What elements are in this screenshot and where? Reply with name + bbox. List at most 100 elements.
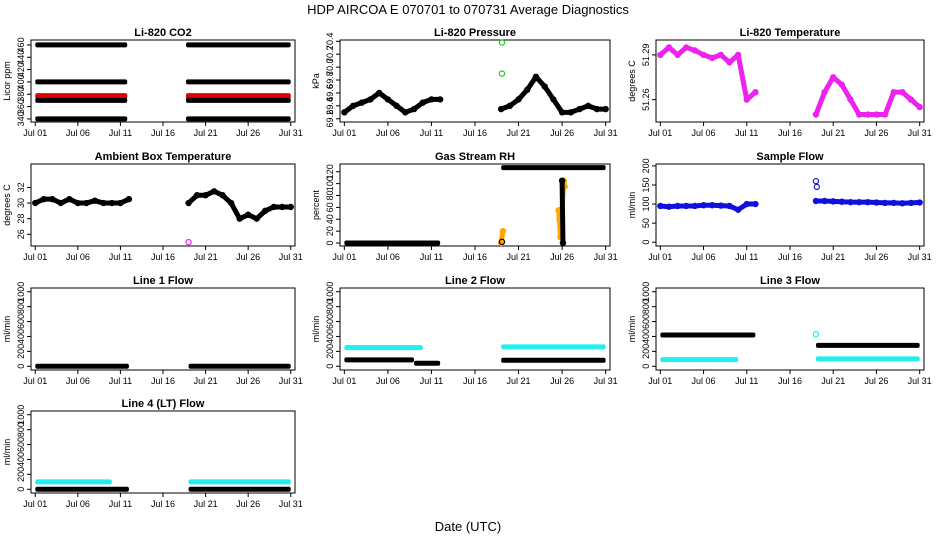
series-line-1b: [188, 363, 291, 369]
data-point: [550, 96, 557, 103]
y-tick-label: 340: [16, 111, 26, 126]
series-ambient: [32, 188, 294, 222]
series-line-1: [35, 363, 129, 369]
panel-title: Li-820 Temperature: [740, 27, 841, 39]
y-tick-label: 26: [16, 229, 26, 239]
series-line-4-black: [35, 486, 129, 492]
data-band: [815, 342, 920, 348]
y-tick-label: 200: [641, 344, 651, 359]
series-spikes: [497, 177, 568, 247]
data-point: [812, 177, 820, 185]
x-tick-label: Jul 21: [507, 376, 531, 386]
y-tick-label: 0: [325, 241, 335, 246]
panel-ylabel: degrees C: [627, 60, 637, 102]
data-band: [188, 486, 291, 492]
y-tick-label: 400: [16, 74, 26, 89]
x-tick-label: Jul 06: [66, 499, 90, 509]
y-tick-label: 51.26: [641, 88, 651, 111]
plot-area: [660, 331, 920, 363]
data-band: [344, 345, 423, 351]
x-tick-label: Jul 01: [23, 252, 47, 262]
data-point: [117, 199, 124, 207]
x-tick-label: Jul 16: [463, 128, 487, 138]
x-tick-label: Jul 21: [194, 252, 218, 262]
x-tick-label: Jul 11: [109, 376, 132, 386]
data-point: [674, 202, 681, 210]
y-tick-label: 0: [325, 364, 335, 369]
data-point: [541, 83, 548, 90]
data-point: [49, 195, 56, 203]
y-tick-label: 60: [325, 202, 335, 212]
y-tick-label: 200: [16, 467, 26, 482]
data-point: [497, 105, 505, 113]
x-tick-label: Jul 16: [778, 252, 802, 262]
series-spikes-black: [498, 177, 567, 247]
x-tick-label: Jul 16: [151, 499, 175, 509]
series-line-3-cyan-b: [815, 356, 920, 362]
x-tick-label: Jul 21: [194, 376, 218, 386]
data-band: [344, 357, 415, 363]
panel-4: Ambient Box Temperature degrees C 26 28 30 32…: [2, 151, 303, 262]
panel-frame: [339, 163, 611, 247]
data-band: [501, 357, 606, 363]
data-point: [244, 211, 252, 218]
y-tick-label: 1000: [16, 282, 26, 302]
series-sample-flow: [657, 197, 923, 213]
y-tick-label: 400: [325, 329, 335, 344]
y-tick-label: 0: [641, 240, 651, 245]
x-tick-label: Jul 16: [463, 252, 487, 262]
data-point: [700, 201, 707, 209]
data-trace: [498, 228, 506, 246]
x-tick-label: Jul 16: [151, 128, 175, 138]
y-tick-label: 400: [641, 329, 651, 344]
x-tick-label: Jul 01: [23, 376, 47, 386]
series-line-2-black-b: [414, 360, 441, 366]
data-point: [32, 199, 39, 207]
data-point: [907, 199, 915, 207]
plot-area: [344, 165, 606, 247]
y-tick-label: 1000: [16, 405, 26, 425]
data-point: [498, 39, 506, 46]
data-band: [185, 116, 291, 122]
data-band: [660, 332, 756, 338]
data-band: [815, 356, 920, 362]
data-point: [558, 177, 566, 184]
panel-title: Line 3 Flow: [760, 275, 820, 287]
x-tick-label: Jul 21: [821, 376, 845, 386]
series-dry-stream: [344, 240, 441, 246]
data-point: [236, 215, 243, 222]
data-point: [864, 198, 872, 206]
data-point: [497, 239, 505, 247]
x-tick-label: Jul 26: [236, 376, 260, 386]
plot-area: [344, 344, 606, 366]
series-line-4-black-b: [188, 486, 291, 492]
data-point: [287, 203, 294, 211]
x-tick-label: Jul 11: [109, 252, 132, 262]
x-tick-label: Jul 11: [420, 376, 443, 386]
data-point: [812, 331, 820, 338]
figure-xlabel: Date (UTC): [435, 519, 501, 534]
data-point: [847, 198, 854, 206]
panel-ylabel: kPa: [311, 73, 321, 89]
data-point: [506, 102, 514, 110]
data-point: [734, 51, 742, 59]
data-point: [743, 96, 750, 103]
x-tick-label: Jul 16: [151, 376, 175, 386]
y-tick-label: 600: [16, 314, 26, 329]
data-point: [907, 96, 915, 103]
series-line-3-cyan: [660, 357, 739, 363]
y-tick-label: 200: [325, 344, 335, 359]
y-tick-label: 40: [325, 214, 335, 224]
y-tick-label: 440: [16, 50, 26, 65]
data-point: [830, 198, 837, 205]
data-point: [219, 192, 226, 199]
x-tick-label: Jul 26: [236, 499, 260, 509]
plot-area: [35, 42, 291, 122]
data-point: [436, 96, 444, 103]
data-trace: [32, 196, 132, 206]
data-point: [602, 105, 609, 113]
